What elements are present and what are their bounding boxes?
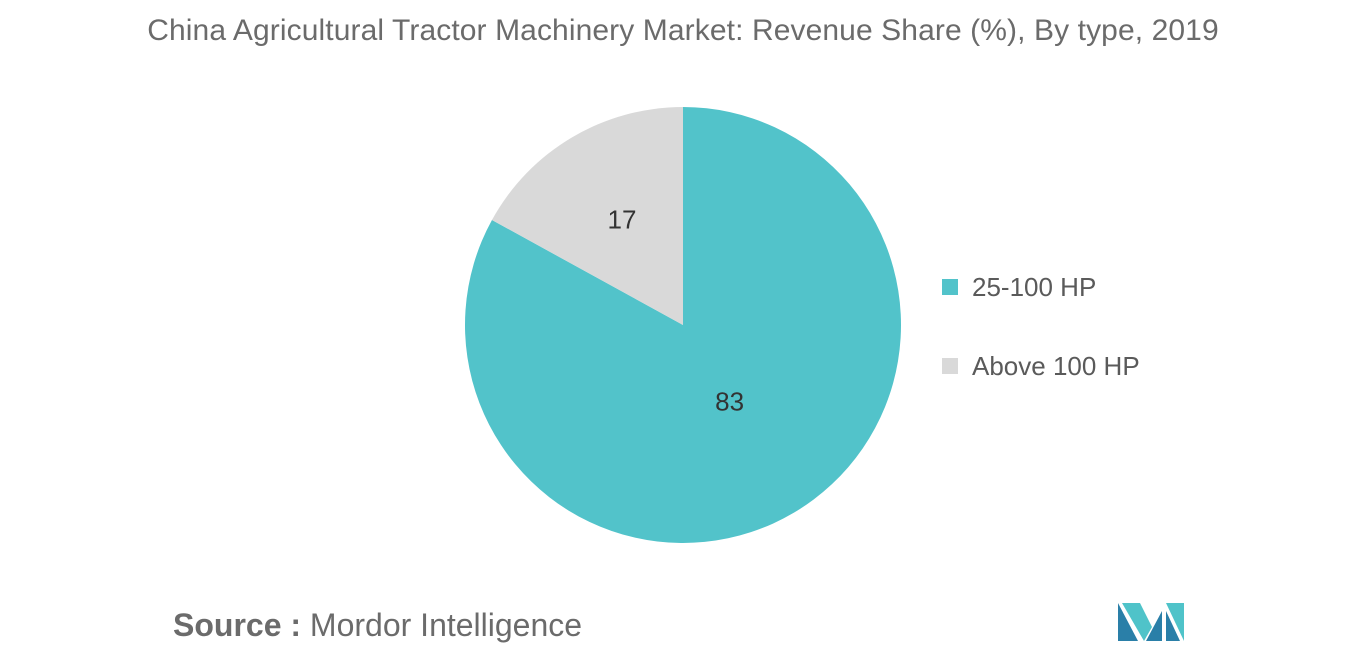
chart-title: China Agricultural Tractor Machinery Mar… [147,14,1219,47]
pie-data-label: 83 [715,387,744,417]
source-note: Source : Mordor Intelligence [173,607,582,644]
pie-data-label: 17 [608,205,637,235]
mordor-intelligence-logo-icon [1118,603,1184,641]
legend-item-above-100-hp[interactable]: Above 100 HP [942,347,1140,385]
legend-swatch [942,358,958,374]
source-text: Mordor Intelligence [309,607,583,643]
pie-slice-25-100-hp[interactable] [465,107,902,544]
legend-label: 25-100 HP [972,271,1097,302]
legend-swatch [942,279,958,295]
source-label: Source : [173,607,302,643]
legend-label: Above 100 HP [972,350,1140,381]
chart-legend: 25-100 HP Above 100 HP [942,268,1140,426]
legend-item-25-100-hp[interactable]: 25-100 HP [942,268,1140,306]
pie-slice-above-100-hp[interactable] [491,106,683,325]
